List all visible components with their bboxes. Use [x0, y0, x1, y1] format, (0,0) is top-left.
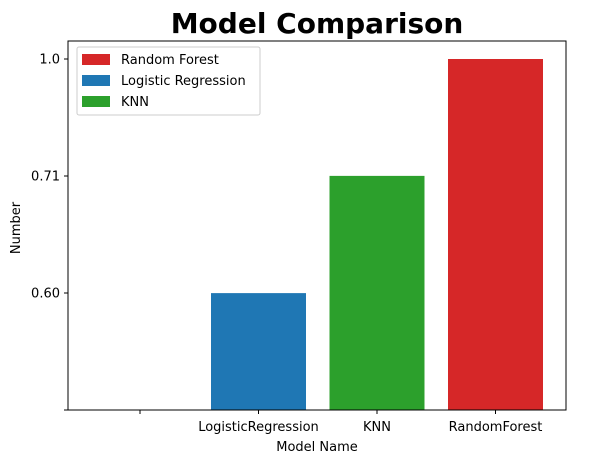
bar-randomforest [448, 59, 543, 410]
bar-logisticregression [211, 293, 306, 410]
y-tick-label: 1.0 [39, 53, 60, 68]
legend: Random Forest Logistic Regression KNN [76, 46, 261, 116]
legend-swatch-knn [82, 96, 110, 107]
x-tick-label: LogisticRegression [198, 420, 319, 435]
y-tick-label: 0.60 [31, 287, 60, 302]
y-tick-label: 0.71 [31, 170, 60, 185]
y-axis: 0.60 0.71 1.0 [31, 53, 68, 411]
legend-label-logistic-regression: Logistic Regression [121, 74, 246, 89]
x-axis: LogisticRegression KNN RandomForest [139, 410, 543, 435]
x-tick-label: KNN [363, 420, 391, 435]
bar-group [211, 59, 543, 410]
chart-title: Model Comparison [171, 7, 464, 40]
bar-knn [329, 175, 425, 410]
legend-label-random-forest: Random Forest [121, 53, 219, 68]
legend-frame [76, 46, 261, 116]
legend-swatch-logistic-regression [82, 75, 110, 86]
y-axis-label: Number [9, 201, 24, 254]
x-axis-label: Model Name [276, 440, 358, 455]
x-tick-label: RandomForest [449, 420, 543, 435]
legend-swatch-random-forest [82, 54, 110, 65]
legend-label-knn: KNN [121, 95, 149, 110]
plot-frame [67, 40, 567, 411]
legend-items: Random Forest Logistic Regression KNN [82, 53, 246, 110]
